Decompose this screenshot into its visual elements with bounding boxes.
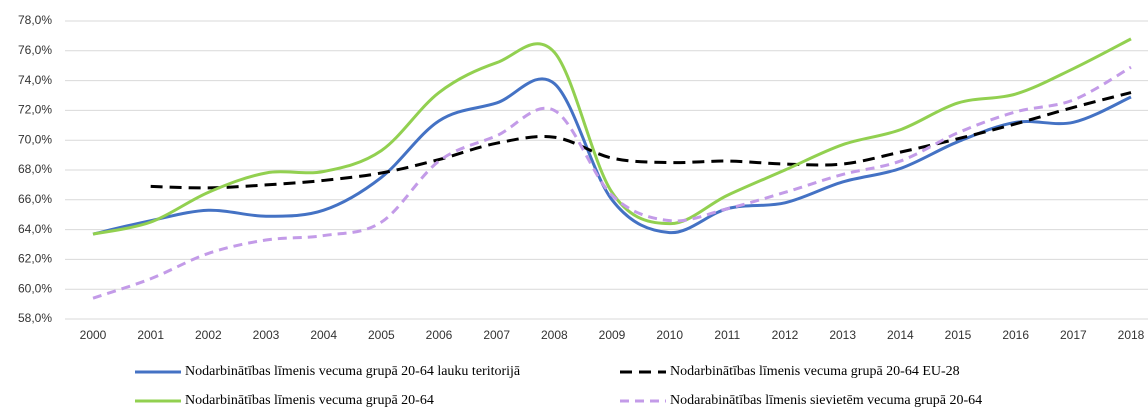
y-tick-label: 74,0% [18,73,52,87]
x-tick-label: 2015 [945,328,972,342]
y-tick-label: 72,0% [18,103,52,117]
x-tick-label: 2006 [426,328,453,342]
x-tick-label: 2001 [137,328,164,342]
series-line [92,77,1132,236]
x-tick-label: 2008 [541,328,568,342]
x-tick-label: 2007 [483,328,510,342]
y-tick-label: 66,0% [18,192,52,206]
x-tick-label: 2004 [310,328,337,342]
x-tick-label: 2017 [1060,328,1087,342]
y-tick-label: 78,0% [18,13,52,27]
x-tick-label: 2005 [368,328,395,342]
legend-label: Nodarabinātības līmenis sievietēm vecuma… [670,393,982,408]
x-tick-label: 2013 [829,328,856,342]
series-line [150,91,1132,190]
x-tick-label: 2010 [656,328,683,342]
x-tick-label: 2016 [1002,328,1029,342]
x-tick-label: 2011 [714,328,740,342]
x-tick-label: 2012 [772,328,799,342]
x-tick-label: 2002 [195,328,222,342]
y-tick-label: 68,0% [18,162,52,176]
y-tick-label: 70,0% [18,132,52,146]
legend-label: Nodarbinātības līmenis vecuma grupā 20-6… [185,393,434,408]
x-tick-label: 2000 [80,328,107,342]
y-tick-label: 60,0% [18,281,52,295]
y-tick-label: 62,0% [18,252,52,266]
legend-label: Nodarbinātības līmenis vecuma grupā 20-6… [185,364,521,379]
x-tick-label: 2003 [253,328,280,342]
legend-label: Nodarbinātības līmenis vecuma grupā 20-6… [670,364,960,379]
x-tick-label: 2009 [599,328,626,342]
x-tick-label: 2014 [887,328,914,342]
y-tick-label: 58,0% [18,311,52,325]
y-tick-label: 64,0% [18,222,52,236]
x-tick-label: 2018 [1118,328,1145,342]
series-line [92,65,1132,300]
y-tick-label: 76,0% [18,43,52,57]
series-line [92,37,1132,236]
